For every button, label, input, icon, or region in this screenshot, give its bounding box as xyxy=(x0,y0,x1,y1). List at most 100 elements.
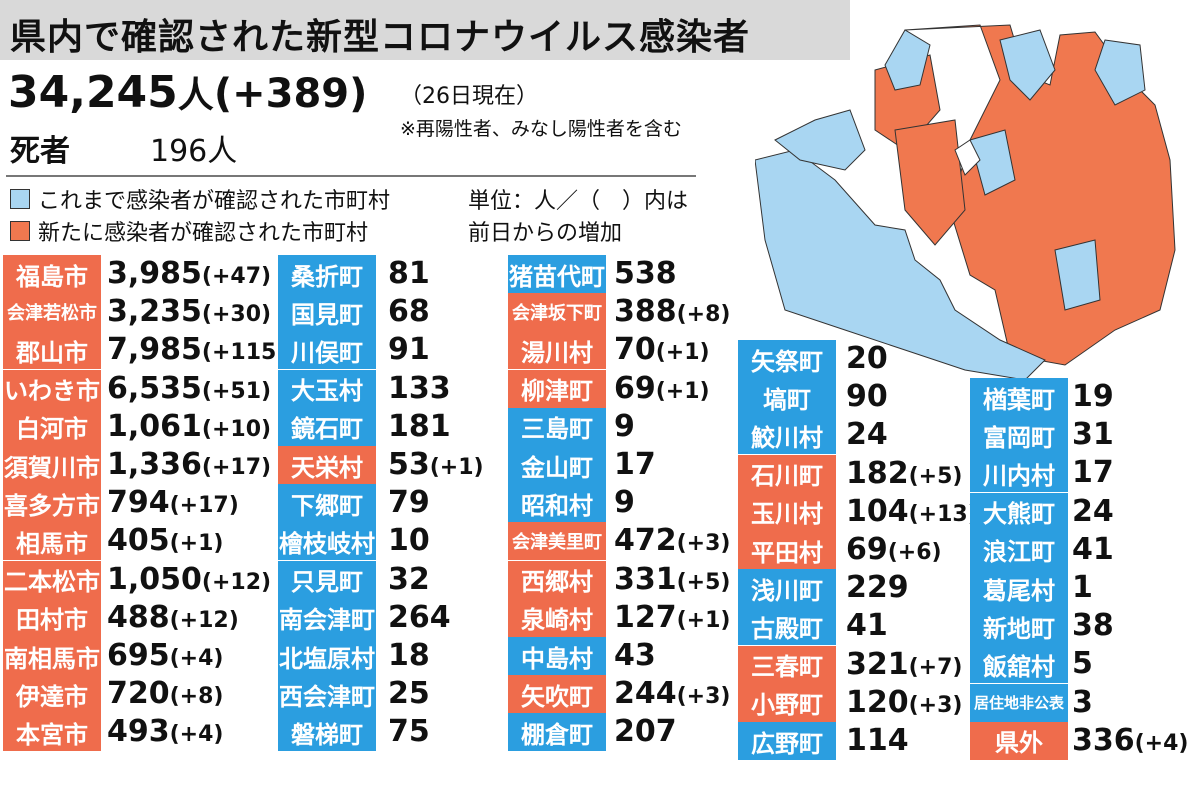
legend-new-swatch xyxy=(10,221,30,241)
case-value: 3,235 xyxy=(107,294,202,330)
municipality-name: 会津美里町 xyxy=(508,522,606,561)
deaths-label: 死者 xyxy=(10,134,70,169)
case-diff: (+1) xyxy=(429,455,484,480)
municipality-name: 下郷町 xyxy=(278,484,376,523)
case-value: 493 xyxy=(107,714,170,750)
legend-new: 新たに感染者が確認された市町村 xyxy=(10,215,368,247)
case-count: 24 xyxy=(1072,494,1114,529)
map-area-old-east xyxy=(1054,239,1101,311)
case-value: 68 xyxy=(388,294,430,330)
municipality-name: 昭和村 xyxy=(508,484,606,523)
case-value: 31 xyxy=(1072,417,1114,453)
municipality-name: 郡山市 xyxy=(3,331,101,370)
legend-new-label: 新たに感染者が確認された市町村 xyxy=(38,221,369,246)
case-value: 17 xyxy=(1072,455,1114,491)
case-value: 41 xyxy=(1072,531,1114,567)
case-count: 695(+4) xyxy=(107,638,223,673)
case-diff: (+17) xyxy=(169,493,239,519)
case-value: 9 xyxy=(614,485,635,521)
municipality-name: 猪苗代町 xyxy=(508,255,606,293)
municipality-name: 大玉村 xyxy=(278,369,376,408)
case-value: 9 xyxy=(614,408,635,444)
case-value: 1 xyxy=(1072,570,1093,605)
case-count: 18 xyxy=(388,638,430,673)
case-count: 41 xyxy=(846,608,888,643)
municipality-name: 西会津町 xyxy=(278,675,376,714)
case-count: 264 xyxy=(388,600,451,635)
case-value: 3,985 xyxy=(107,256,202,291)
case-count: 207 xyxy=(614,714,677,749)
legend-old-label: これまで感染者が確認された市町村 xyxy=(38,189,391,214)
municipality-name: 塙町 xyxy=(738,378,836,417)
case-count: 32 xyxy=(388,562,430,597)
legend-old: これまで感染者が確認された市町村 xyxy=(10,183,390,215)
case-value: 181 xyxy=(388,408,451,444)
case-diff: (+1) xyxy=(655,378,710,404)
municipality-name: 新地町 xyxy=(970,607,1068,646)
case-count: 43 xyxy=(614,638,656,673)
as-of-date: （26日現在） xyxy=(400,84,538,109)
total-count: 34,245 xyxy=(8,67,178,118)
municipality-name: 中島村 xyxy=(508,637,606,675)
case-count: 90 xyxy=(846,379,888,414)
case-count: 41 xyxy=(1072,532,1114,567)
case-count: 75 xyxy=(388,714,430,749)
case-value: 32 xyxy=(388,561,430,597)
case-count: 794(+17) xyxy=(107,485,239,520)
municipality-name: 楢葉町 xyxy=(970,378,1068,416)
case-count: 120(+3) xyxy=(846,685,962,720)
case-count: 538 xyxy=(614,256,677,291)
case-value: 38 xyxy=(1072,608,1114,644)
municipality-name: 浅川町 xyxy=(738,569,836,608)
case-count: 3,235(+30) xyxy=(107,294,271,329)
map-area-unlisted xyxy=(954,139,981,176)
municipality-name: 南相馬市 xyxy=(3,637,101,675)
municipality-name: 本宮市 xyxy=(3,713,101,752)
municipality-name: 平田村 xyxy=(738,531,836,569)
case-count: 104(+13) xyxy=(846,494,978,529)
case-value: 24 xyxy=(846,417,888,453)
case-diff: (+8) xyxy=(676,302,731,328)
title-bar xyxy=(0,0,850,60)
case-count: 336(+4) xyxy=(1072,723,1188,758)
total-cases: 34,245人(+389) xyxy=(8,66,367,118)
municipality-name: 相馬市 xyxy=(3,522,101,561)
municipality-name: 富岡町 xyxy=(970,416,1068,455)
case-diff: (+4) xyxy=(1134,730,1189,756)
case-value: 538 xyxy=(614,256,677,291)
case-value: 331 xyxy=(614,561,677,597)
case-count: 331(+5) xyxy=(614,562,730,597)
municipality-name: 西郷村 xyxy=(508,560,606,599)
case-value: 114 xyxy=(846,723,909,758)
municipality-name: 矢祭町 xyxy=(738,340,836,378)
case-value: 19 xyxy=(1072,379,1114,414)
case-value: 17 xyxy=(614,447,656,482)
case-value: 25 xyxy=(388,676,430,712)
municipality-name: 檜枝岐村 xyxy=(278,522,376,561)
case-value: 207 xyxy=(614,714,677,750)
case-value: 229 xyxy=(846,570,909,606)
case-count: 79 xyxy=(388,485,430,520)
case-diff: (+4) xyxy=(169,646,224,671)
fukushima-map xyxy=(755,24,1176,380)
municipality-name: 二本松市 xyxy=(3,560,101,599)
map-area-old-mid xyxy=(969,129,1016,196)
map-area-old-west xyxy=(774,109,866,171)
case-value: 69 xyxy=(846,532,888,567)
case-count: 1 xyxy=(1072,570,1093,605)
case-count: 321(+7) xyxy=(846,647,962,682)
case-value: 794 xyxy=(107,485,170,521)
case-value: 321 xyxy=(846,646,909,682)
page-title: 県内で確認された新型コロナウイルス感染者 xyxy=(10,17,751,58)
legend-old-swatch xyxy=(10,189,30,209)
case-count: 9 xyxy=(614,485,635,520)
case-diff: (+10) xyxy=(201,416,272,442)
municipality-name: 玉川村 xyxy=(738,492,836,531)
case-value: 10 xyxy=(388,523,430,559)
case-count: 19 xyxy=(1072,379,1114,414)
municipality-name: 鮫川村 xyxy=(738,416,836,455)
map-area-old-south xyxy=(755,149,1046,380)
case-diff: (+47) xyxy=(201,264,272,289)
case-value: 695 xyxy=(107,638,170,673)
case-count: 53(+1) xyxy=(388,447,484,482)
